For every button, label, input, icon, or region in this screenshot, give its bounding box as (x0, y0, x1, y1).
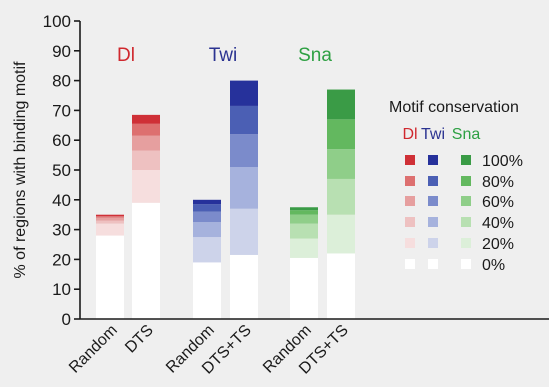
bar-segment (193, 262, 221, 319)
y-tick-label: 70 (52, 101, 71, 120)
legend-level-label: 80% (482, 174, 514, 191)
legend-swatch (405, 238, 415, 248)
legend-level-label: 60% (482, 194, 514, 211)
bar-segment (327, 253, 355, 319)
bar-segment (132, 135, 160, 151)
legend-swatch (428, 176, 438, 186)
y-tick-label: 10 (52, 280, 71, 299)
bar-segment (230, 134, 258, 168)
legend-swatch (461, 155, 471, 165)
bar-segment (230, 208, 258, 255)
y-axis-label: % of regions with binding motif (12, 61, 29, 279)
bar-segment (193, 204, 221, 212)
bar-segment (290, 223, 318, 239)
y-axis: 0 10 20 30 40 50 60 70 80 90 100 (43, 12, 81, 329)
bar-segment (290, 238, 318, 258)
legend-series-label: Dl (402, 126, 417, 143)
legend-swatch (428, 238, 438, 248)
bar-segment (290, 210, 318, 215)
bar-segment (327, 89, 355, 120)
bar-segment (230, 254, 258, 319)
bar-segment (193, 222, 221, 238)
bar-segment (327, 178, 355, 215)
bar-segment (132, 123, 160, 136)
bar-segment (96, 217, 124, 221)
legend-swatch (461, 176, 471, 186)
bar-stacks (96, 80, 355, 319)
legend-swatch (405, 155, 415, 165)
bar-segment (327, 214, 355, 254)
legend-swatch (405, 259, 415, 269)
bar-segment (290, 257, 318, 319)
legend-swatch (461, 217, 471, 227)
legend-swatch (428, 259, 438, 269)
bar-segment (132, 170, 160, 203)
bar-segment (193, 199, 221, 205)
bar-segment (327, 119, 355, 150)
legend-swatch (461, 196, 471, 206)
group-label: Sna (298, 45, 332, 66)
bar-segment (230, 80, 258, 106)
bar-segment (96, 223, 124, 236)
y-tick-label: 20 (52, 250, 71, 269)
bar-segment (193, 211, 221, 223)
y-tick-label: 80 (52, 72, 71, 91)
legend-level-label: 20% (482, 236, 514, 253)
bar-segment (132, 150, 160, 170)
legend-swatch (405, 217, 415, 227)
legend-title: Motif conservation (389, 99, 519, 116)
bar-segment (96, 220, 124, 224)
bar-segment (290, 214, 318, 224)
y-tick-label: 50 (52, 161, 71, 180)
y-tick-label: 40 (52, 191, 71, 210)
bar-segment (96, 235, 124, 319)
legend-swatch (428, 155, 438, 165)
legend-swatch (428, 217, 438, 227)
y-tick-label: 60 (52, 131, 71, 150)
legend-series-label: Sna (452, 126, 481, 143)
legend-series-label: Twi (421, 126, 445, 143)
legend-level-label: 0% (482, 257, 505, 274)
legend-swatch (461, 238, 471, 248)
group-label: Twi (209, 45, 238, 66)
legend-swatch (428, 196, 438, 206)
legend-level-label: 100% (482, 153, 523, 170)
y-tick-label: 0 (62, 310, 71, 329)
x-tick-label: DTS (122, 322, 157, 357)
x-tick-label: Random (66, 322, 121, 377)
group-labels: Dl Twi Sna (117, 45, 332, 66)
legend-swatch (461, 259, 471, 269)
bar-segment (327, 149, 355, 179)
bar-segment (132, 202, 160, 319)
y-tick-label: 30 (52, 221, 71, 240)
bar-segment (193, 237, 221, 263)
legend-swatch (405, 196, 415, 206)
bar-segment (230, 105, 258, 135)
bar-segment (230, 167, 258, 209)
legend-swatch (405, 176, 415, 186)
y-tick-label: 90 (52, 42, 71, 61)
bar-segment (132, 114, 160, 124)
bar-segment (290, 207, 318, 211)
y-tick-label: 100 (43, 12, 71, 31)
group-label: Dl (117, 45, 135, 66)
bar-segment (96, 216, 124, 218)
legend-level-label: 40% (482, 215, 514, 232)
bar-segment (96, 214, 124, 217)
